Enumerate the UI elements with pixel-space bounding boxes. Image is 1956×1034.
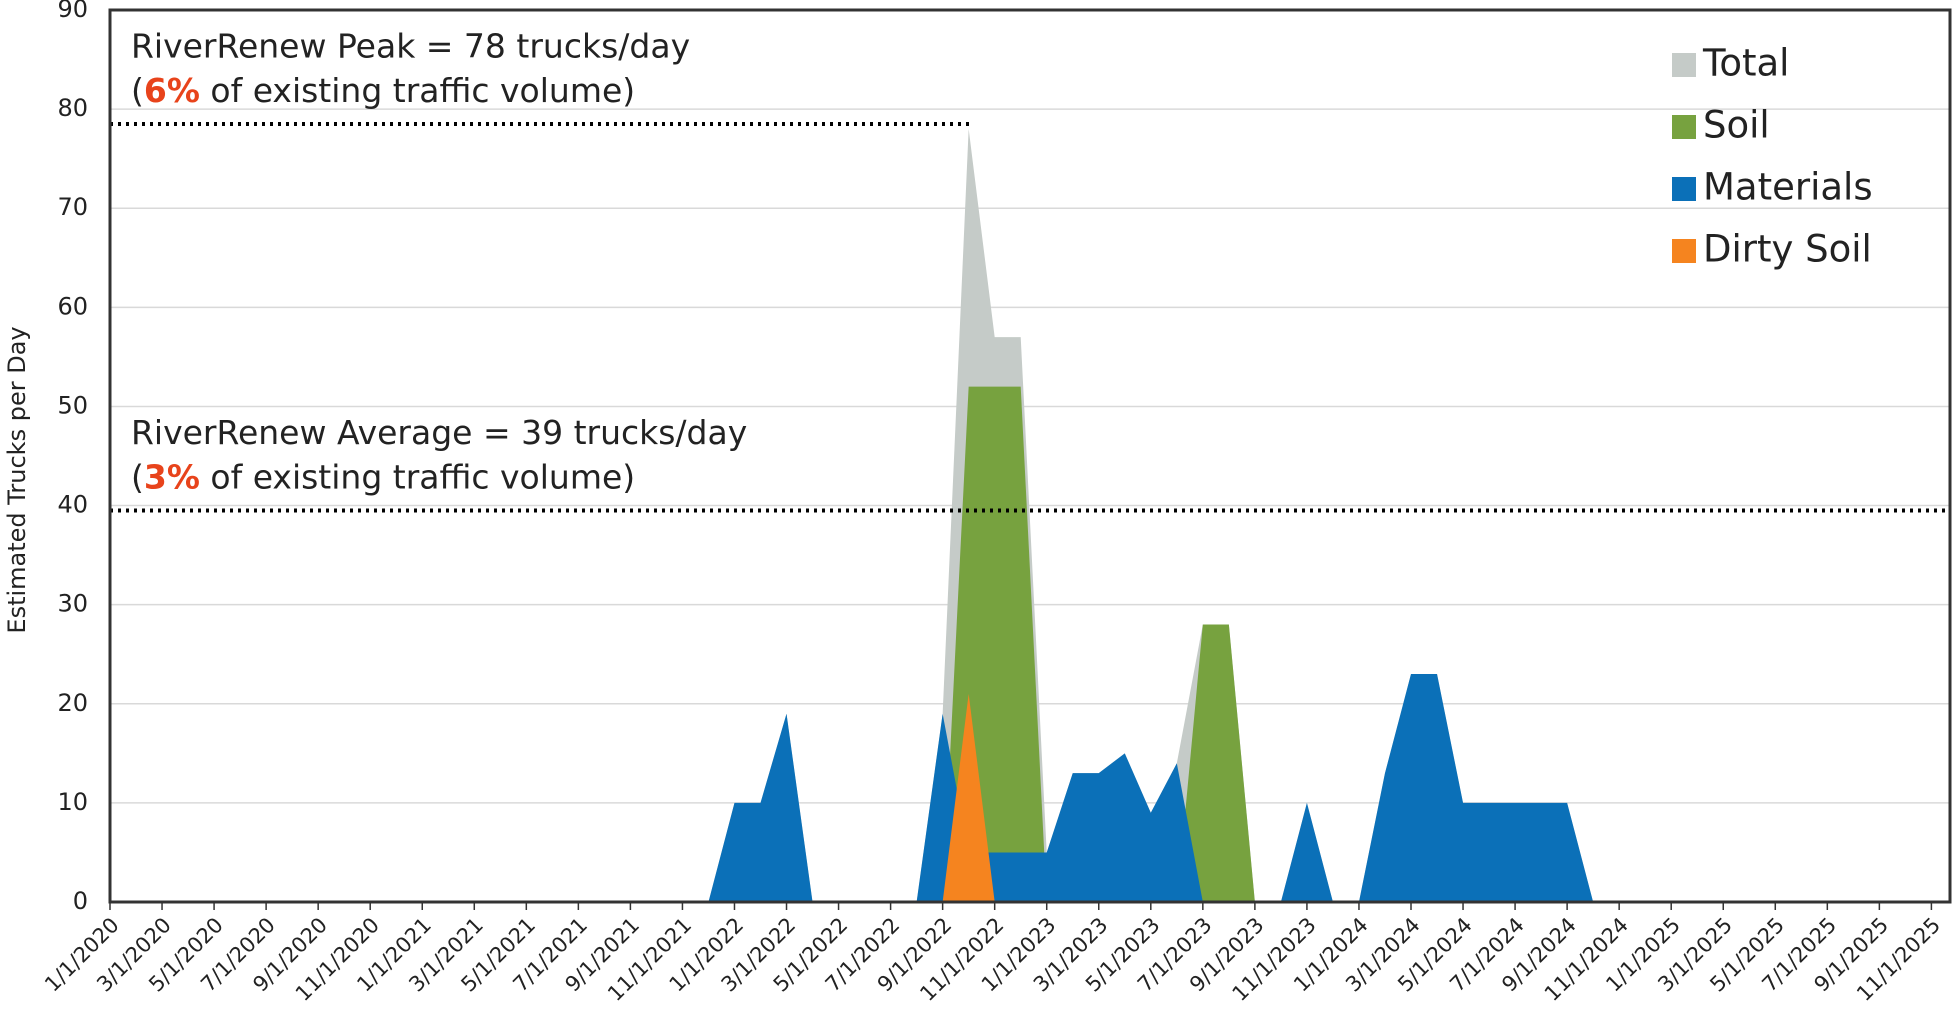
annotation-part: of existing traffic volume) — [200, 70, 635, 109]
annotation-part: ( — [131, 70, 144, 109]
annotation: (3% of existing traffic volume) — [131, 457, 635, 496]
y-tick-label: 10 — [57, 788, 88, 816]
legend-swatch — [1672, 53, 1696, 77]
y-axis-title: Estimated Trucks per Day — [3, 326, 31, 633]
legend-label: Dirty Soil — [1703, 228, 1872, 271]
y-tick-label: 30 — [57, 590, 88, 618]
y-tick-label: 0 — [73, 887, 88, 915]
y-tick-label: 40 — [57, 491, 88, 519]
y-tick-label: 90 — [57, 0, 88, 23]
area — [110, 674, 1932, 902]
annotation: (6% of existing traffic volume) — [131, 70, 635, 109]
area — [110, 386, 1932, 903]
annotation-part: 3% — [144, 457, 200, 496]
legend-swatch — [1672, 239, 1696, 263]
legend-swatch — [1672, 177, 1696, 201]
legend-swatch — [1672, 115, 1696, 139]
legend-label: Total — [1702, 42, 1789, 85]
plot-border — [108, 8, 1952, 904]
y-tick-label: 50 — [57, 391, 88, 419]
legend-label: Materials — [1703, 166, 1873, 209]
y-tick-label: 60 — [57, 292, 88, 320]
annotation: RiverRenew Peak = 78 trucks/day — [131, 26, 690, 65]
y-tick-label: 70 — [57, 193, 88, 221]
annotation-part: of existing traffic volume) — [200, 457, 635, 496]
annotation-part: ( — [131, 457, 144, 496]
annotation: RiverRenew Average = 39 trucks/day — [131, 413, 747, 452]
y-tick-label: 20 — [57, 689, 88, 717]
legend-label: Soil — [1703, 104, 1770, 147]
annotation-part: 6% — [144, 70, 200, 109]
y-tick-label: 80 — [57, 94, 88, 122]
